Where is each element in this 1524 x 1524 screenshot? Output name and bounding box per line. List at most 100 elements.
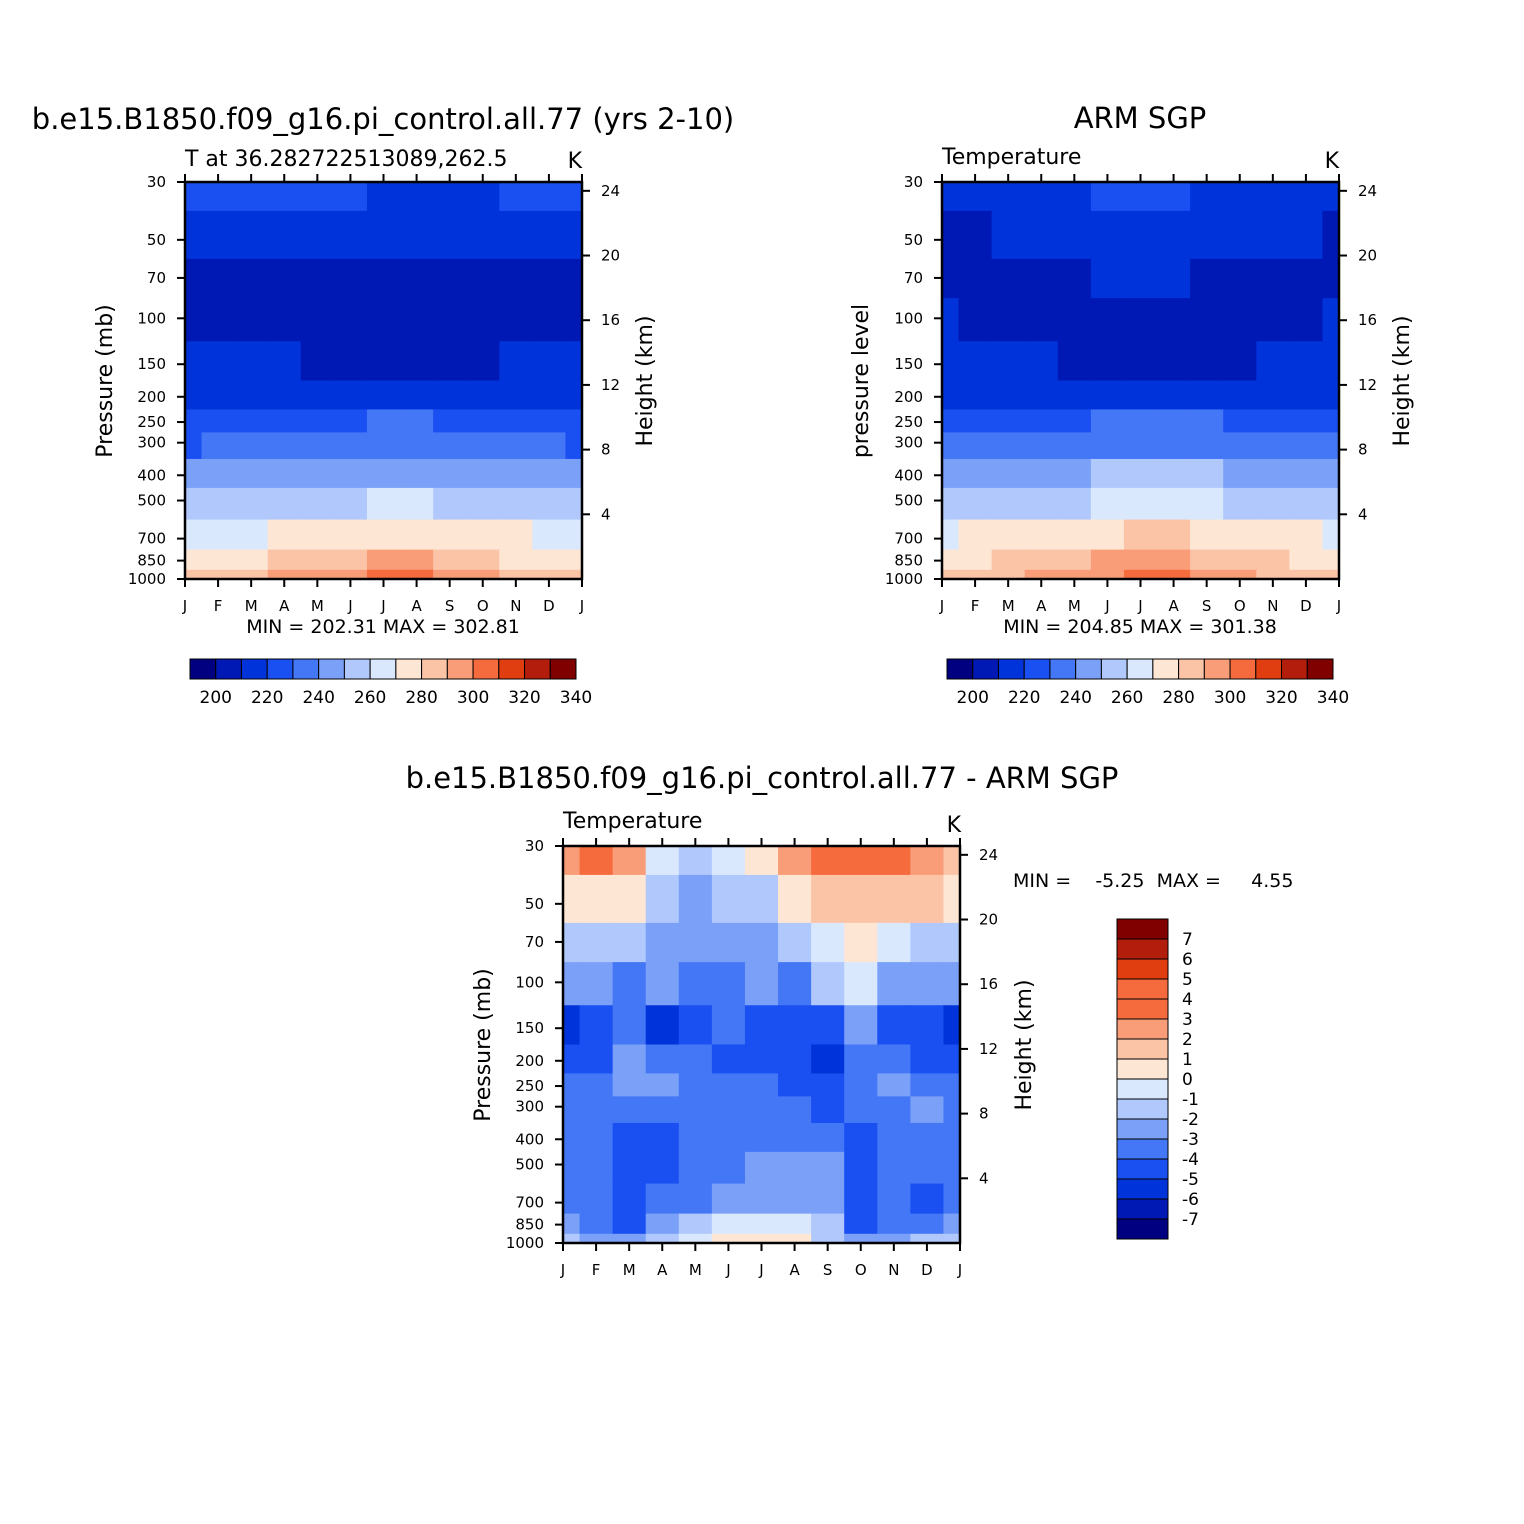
heatmap-cell xyxy=(499,380,533,411)
heatmap-cell xyxy=(400,458,434,489)
heatmap-cell xyxy=(943,1005,960,1046)
heatmap-cell xyxy=(579,1213,614,1235)
heatmap-cell xyxy=(1223,409,1257,433)
x-tick-label: A xyxy=(1036,597,1047,615)
heatmap-cell xyxy=(811,1233,845,1243)
heatmap-cell xyxy=(185,409,203,433)
heatmap-cell xyxy=(1090,298,1125,342)
heatmap-cell xyxy=(910,1213,945,1235)
heatmap-cell xyxy=(744,1005,779,1046)
heatmap-cell xyxy=(499,341,533,382)
colorbar-label: 5 xyxy=(1182,970,1193,990)
heatmap-cell xyxy=(645,922,680,963)
colorbar-label: -1 xyxy=(1182,1090,1199,1110)
heatmap-cell xyxy=(645,874,680,924)
heatmap-cell xyxy=(1256,298,1290,342)
heatmap-cell xyxy=(811,1005,845,1046)
heatmap-cell xyxy=(1024,519,1059,551)
heatmap-cell xyxy=(991,549,1026,571)
heatmap-cell xyxy=(942,210,960,260)
heatmap-cell xyxy=(1157,380,1191,411)
x-tick-label: A xyxy=(411,597,422,615)
heatmap-cell xyxy=(532,458,567,489)
heatmap-cell xyxy=(300,258,335,299)
heatmap-cell xyxy=(433,519,467,551)
heatmap-cell xyxy=(744,1096,779,1124)
heatmap-cell xyxy=(234,210,269,260)
heatmap-cell xyxy=(185,487,203,521)
heatmap-cell xyxy=(1090,341,1125,382)
heatmap-cell xyxy=(185,549,203,571)
heatmap-cell xyxy=(267,432,302,460)
heatmap-cell xyxy=(811,1096,845,1124)
heatmap-cell xyxy=(333,210,368,260)
heatmap-cell xyxy=(645,1183,680,1215)
y-right-tick-label: 12 xyxy=(601,376,620,394)
colorbar-label: 300 xyxy=(1214,688,1246,708)
y-tick-label: 200 xyxy=(137,388,166,406)
heatmap-cell xyxy=(1057,519,1092,551)
heatmap-cell xyxy=(1223,258,1257,299)
heatmap-cell xyxy=(1322,182,1339,212)
heatmap-cell xyxy=(612,1073,647,1097)
heatmap-cell xyxy=(958,549,993,571)
heatmap-cell xyxy=(563,1005,581,1046)
heatmap-cell xyxy=(1024,341,1059,382)
heatmap-cell xyxy=(811,1183,845,1215)
heatmap-cell xyxy=(678,922,713,963)
heatmap-cell xyxy=(1123,519,1158,551)
colorbar-label: 260 xyxy=(1111,688,1143,708)
heatmap-cell xyxy=(811,1151,845,1185)
heatmap-cell xyxy=(811,1044,845,1075)
colorbar-box xyxy=(498,658,526,680)
heatmap-cell xyxy=(910,874,945,924)
heatmap-cell xyxy=(433,380,467,411)
heatmap-cell xyxy=(532,487,567,521)
heatmap-cell xyxy=(991,341,1026,382)
heatmap-cell xyxy=(1090,487,1125,521)
heatmap-cell xyxy=(1190,210,1224,260)
y-right-tick-label: 8 xyxy=(601,441,611,459)
heatmap-cell xyxy=(811,962,845,1006)
x-tick-label: A xyxy=(1168,597,1179,615)
heatmap-cell xyxy=(366,298,401,342)
colorbar-box xyxy=(266,658,294,680)
heatmap-cell xyxy=(1090,519,1125,551)
heatmap-cell xyxy=(991,182,1026,212)
heatmap-cell xyxy=(366,487,401,521)
heatmap-cell xyxy=(579,1151,614,1185)
heatmap-cell xyxy=(563,922,581,963)
heatmap-cell xyxy=(579,1183,614,1215)
heatmap-cell xyxy=(1057,458,1092,489)
heatmap-cell xyxy=(943,962,960,1006)
colorbar-box xyxy=(421,658,448,680)
heatmap-cell xyxy=(499,182,533,212)
heatmap-cell xyxy=(579,922,614,963)
x-tick-label: J xyxy=(758,1261,763,1279)
y-right-tick-label: 4 xyxy=(601,505,611,523)
heatmap-cell xyxy=(1223,487,1257,521)
heatmap-cell xyxy=(612,1005,647,1046)
heatmap-cell xyxy=(185,341,203,382)
heatmap-cell xyxy=(778,1183,812,1215)
colorbar-label: 220 xyxy=(1008,688,1040,708)
heatmap-cell xyxy=(466,182,500,212)
heatmap-cell xyxy=(400,182,434,212)
heatmap-cell xyxy=(1322,458,1339,489)
y-tick-label: 30 xyxy=(525,837,544,855)
heatmap-cell xyxy=(565,519,582,551)
x-tick-label: J xyxy=(1104,597,1109,615)
y-tick-label: 150 xyxy=(894,355,923,373)
colorbar-box xyxy=(1126,658,1154,680)
colorbar-box xyxy=(369,658,397,680)
heatmap-cell xyxy=(563,1073,581,1097)
heatmap-cell xyxy=(942,380,960,411)
heatmap-cell xyxy=(778,922,812,963)
colorbar-box xyxy=(1116,1058,1169,1080)
heatmap-cell xyxy=(333,432,368,460)
heatmap-cell xyxy=(565,458,582,489)
x-tick-label: N xyxy=(510,597,521,615)
y-tick-label: 850 xyxy=(894,552,923,570)
colorbar-box xyxy=(1100,658,1128,680)
heatmap-cell xyxy=(1090,210,1125,260)
